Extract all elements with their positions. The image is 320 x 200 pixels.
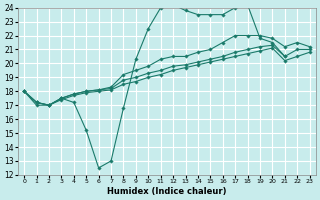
X-axis label: Humidex (Indice chaleur): Humidex (Indice chaleur) [107, 187, 227, 196]
